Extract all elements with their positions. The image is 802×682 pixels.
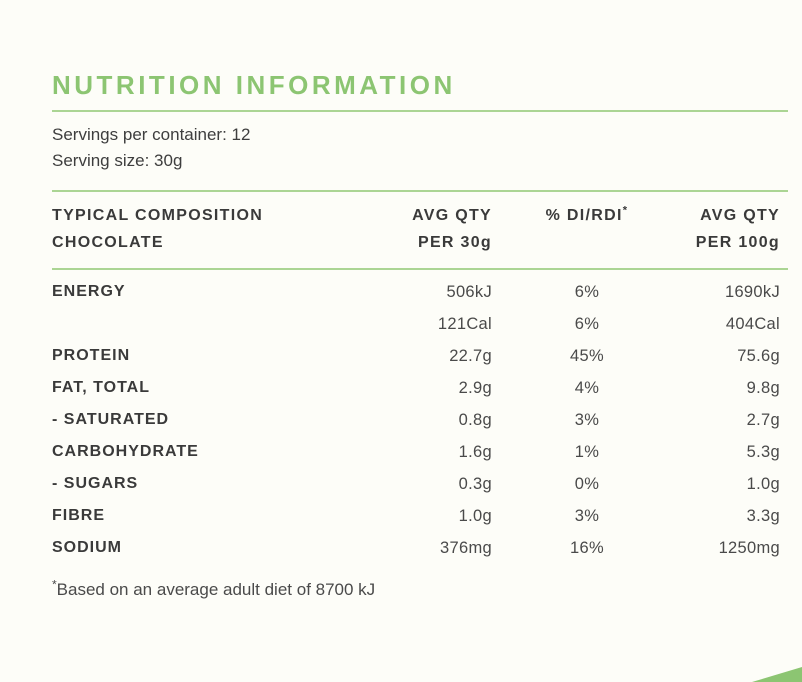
table-body: ENERGY 506kJ 6% 1690kJ 121Cal 6% 404Cal … bbox=[52, 270, 788, 564]
table-row-carbohydrate: CARBOHYDRATE 1.6g 1% 5.3g bbox=[52, 442, 780, 461]
column-header-composition: TYPICAL COMPOSITION CHOCOLATE bbox=[52, 207, 264, 251]
footnote: *Based on an average adult diet of 8700 … bbox=[52, 577, 376, 599]
table-header-row: TYPICAL COMPOSITION CHOCOLATE AVG QTY PE… bbox=[52, 192, 788, 256]
content-area: NUTRITION INFORMATION Servings per conta… bbox=[52, 68, 788, 600]
table-row-protein: PROTEIN 22.7g 45% 75.6g bbox=[52, 346, 780, 365]
corner-accent-wedge bbox=[752, 667, 802, 682]
serving-info: Servings per container: 12 Serving size:… bbox=[52, 122, 788, 174]
table-top-rule bbox=[52, 190, 788, 192]
asterisk-mark: * bbox=[52, 577, 57, 592]
table-row-saturated: - SATURATED 0.8g 3% 2.7g bbox=[52, 410, 780, 429]
servings-per-container: Servings per container: 12 bbox=[52, 125, 251, 144]
table-row-sugars: - SUGARS 0.3g 0% 1.0g bbox=[52, 474, 780, 493]
table-header-rule bbox=[52, 268, 788, 270]
table-row-fibre: FIBRE 1.0g 3% 3.3g bbox=[52, 506, 780, 525]
serving-size: Serving size: 30g bbox=[52, 151, 183, 170]
column-header-avg-qty-100g: AVG QTY PER 100g bbox=[695, 207, 780, 251]
table-row-energy-cal: 121Cal 6% 404Cal bbox=[437, 314, 780, 333]
page-title: NUTRITION INFORMATION bbox=[52, 70, 456, 100]
nutrition-panel: NUTRITION INFORMATION Servings per conta… bbox=[0, 68, 802, 682]
column-header-di-rdi: % DI/RDI* bbox=[545, 204, 629, 224]
column-header-avg-qty-30g: AVG QTY PER 30g bbox=[412, 207, 492, 251]
table-row-sodium: SODIUM 376mg 16% 1250mg bbox=[52, 538, 780, 557]
table-row-energy-kj: ENERGY 506kJ 6% 1690kJ bbox=[52, 282, 780, 301]
table-row-fat-total: FAT, TOTAL 2.9g 4% 9.8g bbox=[52, 378, 780, 397]
asterisk-mark: * bbox=[622, 204, 629, 217]
title-underline bbox=[52, 110, 788, 112]
